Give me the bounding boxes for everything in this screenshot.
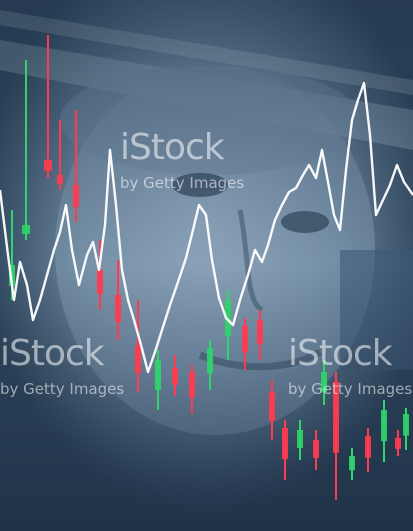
- candle-body: [97, 270, 103, 294]
- candle-body: [172, 368, 178, 385]
- candle-body: [395, 438, 401, 449]
- candle-body: [115, 295, 121, 322]
- candle-body: [381, 410, 387, 442]
- candle-body: [135, 345, 141, 374]
- candle-body: [9, 265, 15, 286]
- candle-body: [73, 185, 79, 208]
- candle-body: [333, 382, 339, 453]
- candle-body: [282, 428, 288, 460]
- candle-body: [321, 372, 327, 392]
- candle-body: [189, 372, 195, 398]
- candle-body: [44, 160, 52, 171]
- candle-body: [225, 300, 231, 336]
- candle-body: [57, 175, 63, 184]
- candle-body: [155, 360, 161, 390]
- candle-body: [207, 348, 213, 374]
- candle-body: [349, 456, 355, 471]
- candle-body: [313, 440, 319, 458]
- candle-body: [365, 436, 371, 458]
- candle-body: [257, 320, 263, 344]
- candle-body: [242, 326, 248, 353]
- candlestick-overlay: [9, 35, 409, 500]
- price-line: [0, 81, 413, 374]
- candle-body: [269, 392, 275, 421]
- candle-body: [297, 430, 303, 448]
- candle-body: [22, 225, 30, 234]
- candle-body: [403, 414, 409, 436]
